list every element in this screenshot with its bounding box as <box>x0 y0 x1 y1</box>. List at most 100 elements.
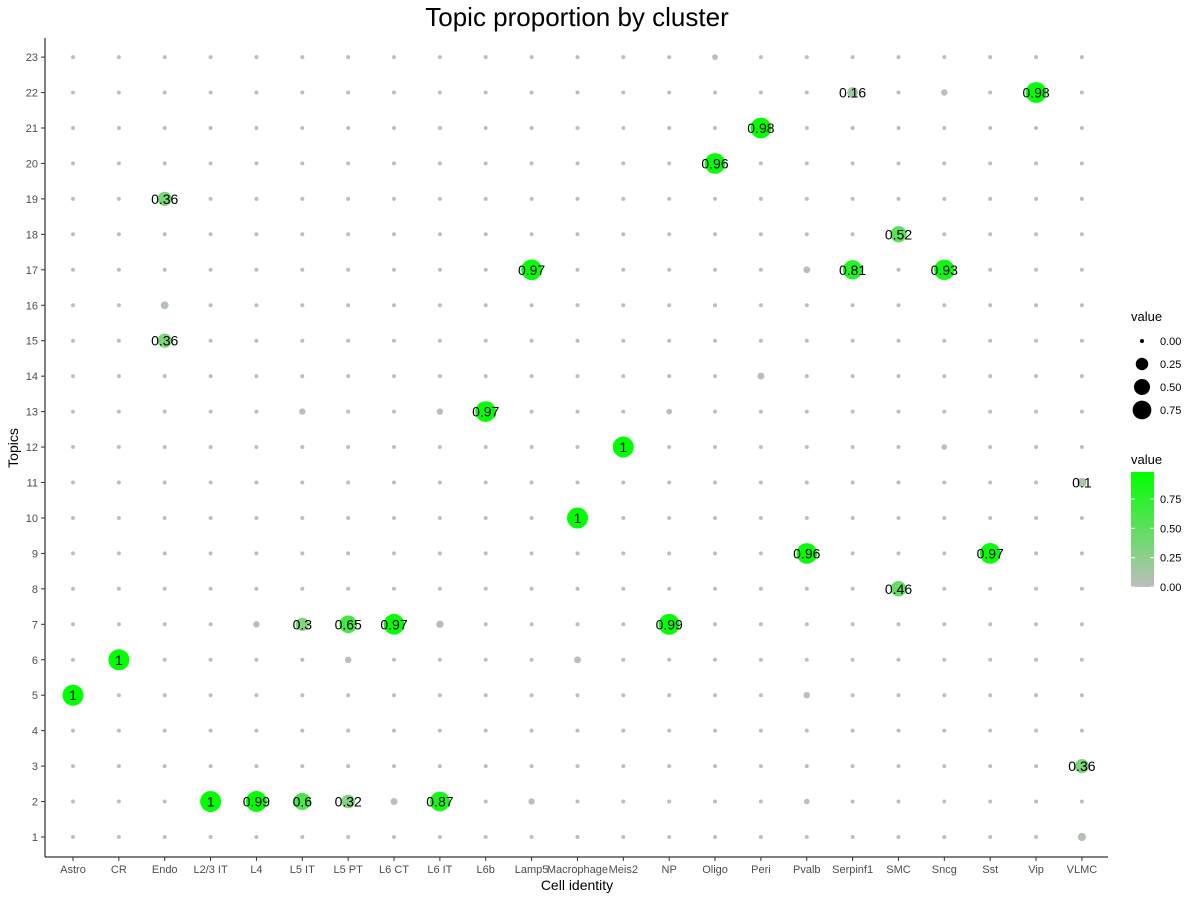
dot <box>436 408 444 415</box>
dot <box>621 551 626 556</box>
dot <box>1079 55 1084 60</box>
dot <box>1034 303 1039 308</box>
dot <box>621 374 626 379</box>
dot <box>803 266 811 274</box>
dot <box>71 161 75 166</box>
dot <box>1034 657 1039 662</box>
dot <box>529 693 534 698</box>
dot <box>713 374 717 379</box>
dot <box>621 161 626 166</box>
dot <box>392 90 396 95</box>
dot <box>850 196 855 201</box>
dot <box>483 693 488 698</box>
dot <box>758 196 763 201</box>
dot <box>942 374 947 379</box>
dot <box>392 516 396 520</box>
dot <box>621 55 626 60</box>
dot <box>208 622 213 627</box>
dot <box>437 764 442 769</box>
dot <box>392 551 396 556</box>
dot <box>758 338 763 343</box>
dot <box>575 693 580 698</box>
data-label: 0.93 <box>931 262 958 278</box>
dot <box>346 267 351 272</box>
dot <box>1079 196 1084 201</box>
dot <box>758 445 763 449</box>
dot <box>483 657 488 662</box>
data-label: 0.36 <box>151 191 178 207</box>
dot <box>254 196 259 201</box>
dot <box>621 338 626 343</box>
dot <box>988 764 993 769</box>
data-label: 0.3 <box>293 616 313 632</box>
dot <box>208 303 213 308</box>
dot <box>254 374 259 379</box>
dot <box>254 338 259 343</box>
size-legend-dot <box>1132 400 1152 420</box>
dot <box>803 692 810 699</box>
dot <box>942 516 947 520</box>
dot <box>758 409 763 414</box>
data-label: 0.6 <box>293 794 313 810</box>
data-label: 0.97 <box>977 545 1004 561</box>
dot <box>804 445 809 449</box>
dot <box>667 196 672 201</box>
dot <box>437 196 442 201</box>
dot <box>254 161 259 166</box>
dot <box>437 161 442 166</box>
dot <box>162 586 167 591</box>
dot <box>758 55 763 60</box>
dot <box>116 374 121 379</box>
dot <box>575 728 580 733</box>
dot <box>483 516 488 520</box>
dot <box>667 55 672 60</box>
dot <box>988 586 993 591</box>
dot <box>988 728 993 733</box>
dot <box>208 196 213 201</box>
dot <box>667 657 672 662</box>
dot <box>300 480 305 485</box>
dot <box>1079 622 1084 627</box>
dot <box>804 338 809 343</box>
dot <box>896 55 901 60</box>
dot <box>803 798 810 805</box>
dot <box>392 303 396 308</box>
dot <box>621 799 626 804</box>
dot <box>896 409 901 414</box>
dot <box>804 303 809 308</box>
x-axis-ticks: Astro CR Endo L2/3 IT L4 L5 IT L5 PT L6 CT L6 IT… <box>60 857 1097 876</box>
data-label: 0.1 <box>1072 475 1092 491</box>
dot <box>942 126 947 130</box>
dot <box>804 835 809 839</box>
dot <box>162 657 167 662</box>
dot <box>392 338 396 343</box>
dot <box>392 267 396 272</box>
dot <box>300 586 305 591</box>
x-tick-label: L6 CT <box>379 864 409 876</box>
dot <box>575 799 580 804</box>
dot <box>575 374 580 379</box>
dot <box>667 693 672 698</box>
dot <box>529 409 534 414</box>
dot <box>988 232 993 237</box>
dot <box>346 161 351 166</box>
dot <box>300 267 305 272</box>
dot <box>529 516 534 520</box>
dot <box>758 232 763 237</box>
dot <box>392 232 396 237</box>
dot <box>842 260 863 280</box>
dot <box>667 232 672 237</box>
dot <box>346 126 351 130</box>
dot <box>667 835 672 839</box>
dot <box>850 55 855 60</box>
x-tick-label: Oligo <box>702 864 728 876</box>
color-legend-label: 0.75 <box>1160 494 1181 506</box>
dot <box>162 764 167 769</box>
dot <box>162 267 167 272</box>
x-tick-label: Lamp5 <box>515 864 549 876</box>
dot <box>346 835 351 839</box>
dot <box>934 259 955 280</box>
dot <box>758 693 763 698</box>
dot <box>339 615 358 634</box>
y-tick-label: 23 <box>26 52 38 64</box>
